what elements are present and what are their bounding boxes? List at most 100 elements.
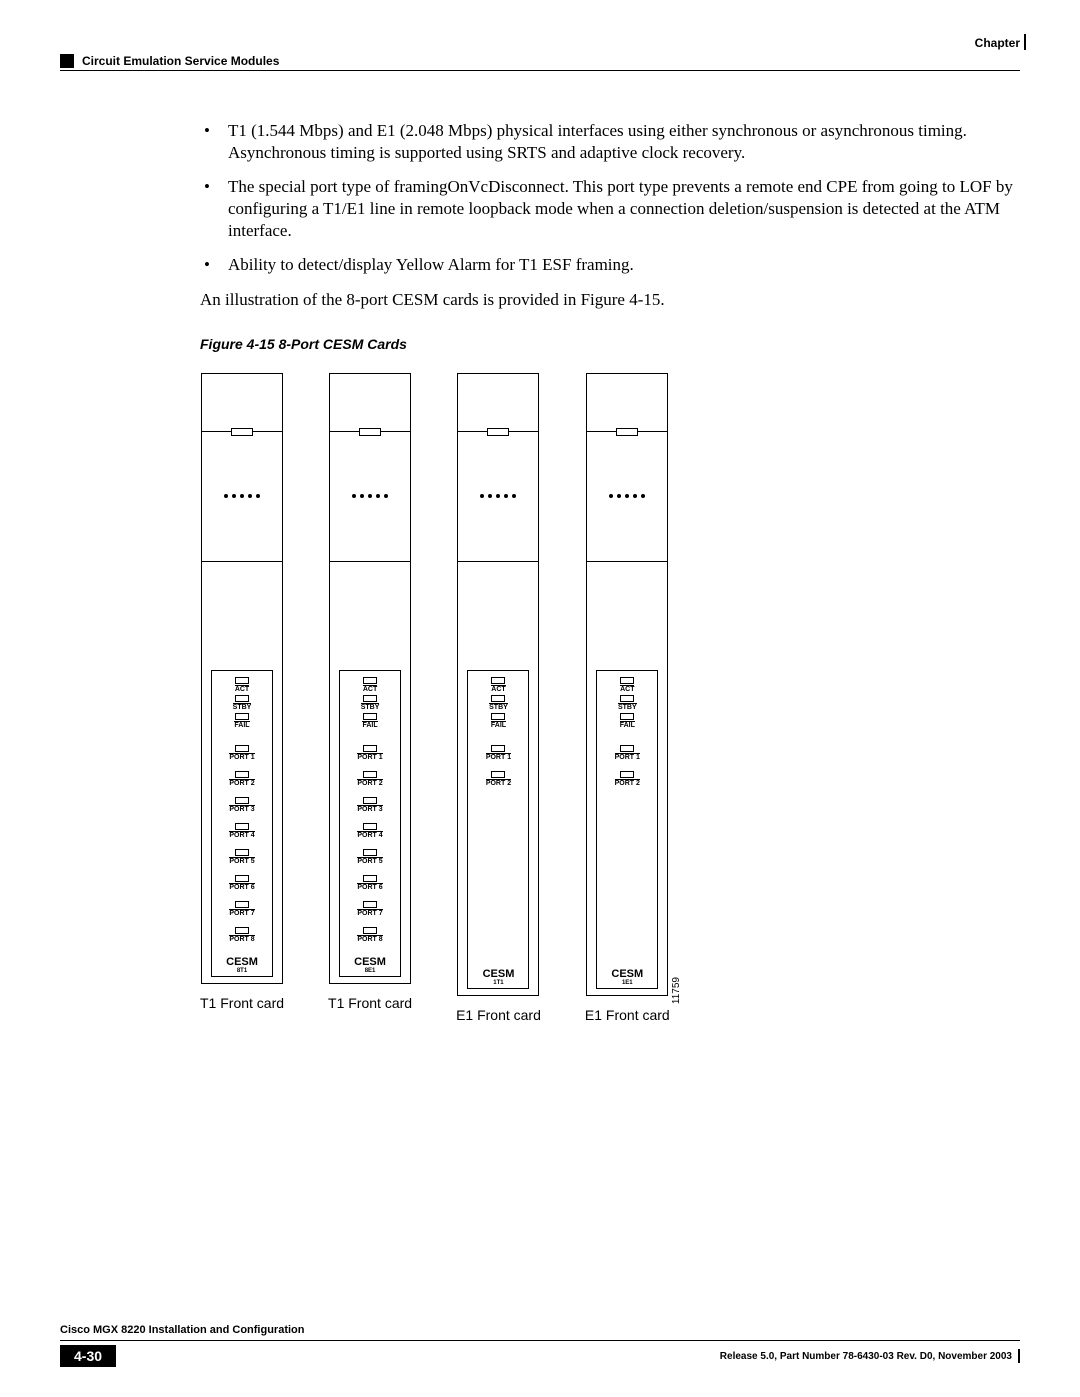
- port-led-item: PORT 5: [229, 849, 254, 865]
- led-icon: [363, 745, 377, 752]
- led-icon: [235, 745, 249, 752]
- port-label: PORT 3: [357, 805, 382, 813]
- led-icon: [235, 677, 249, 684]
- dot-icon: [232, 494, 236, 498]
- port-led-item: PORT 7: [357, 901, 382, 917]
- dot-icon: [504, 494, 508, 498]
- card-inner: ACTSTBYFAILPORT 1PORT 2PORT 3PORT 4PORT …: [339, 670, 401, 977]
- led-icon: [235, 695, 249, 702]
- led-icon: [363, 901, 377, 908]
- status-led-group: ACTSTBYFAIL: [618, 677, 637, 731]
- led-icon: [363, 695, 377, 702]
- led-icon: [363, 927, 377, 934]
- card-dots: [202, 432, 282, 562]
- led-icon: [620, 713, 634, 720]
- card-top: [458, 374, 538, 432]
- card-name: CESM1T1: [483, 969, 515, 986]
- port-led-item: PORT 6: [357, 875, 382, 891]
- card-top: [330, 374, 410, 432]
- port-label: PORT 4: [357, 831, 382, 839]
- port-led-item: PORT 1: [229, 745, 254, 761]
- led-label: STBY: [233, 703, 252, 711]
- cesm-card: ACTSTBYFAILPORT 1PORT 2CESM1E1: [586, 373, 668, 996]
- cesm-card: ACTSTBYFAILPORT 1PORT 2PORT 3PORT 4PORT …: [329, 373, 411, 984]
- led-label: ACT: [491, 685, 505, 693]
- port-label: PORT 6: [357, 883, 382, 891]
- dot-icon: [352, 494, 356, 498]
- dot-icon: [384, 494, 388, 498]
- footer-rule: [60, 1340, 1020, 1341]
- led-icon: [363, 823, 377, 830]
- led-icon: [235, 797, 249, 804]
- page-footer: Cisco MGX 8220 Installation and Configur…: [60, 1324, 1020, 1367]
- card-dots: [458, 432, 538, 562]
- status-led-item: STBY: [233, 695, 252, 711]
- led-icon: [363, 713, 377, 720]
- dot-icon: [641, 494, 645, 498]
- led-icon: [363, 875, 377, 882]
- section-title: Circuit Emulation Service Modules: [82, 54, 279, 68]
- page-header: Circuit Emulation Service Modules Chapte…: [60, 36, 1020, 66]
- card-subtype: 8T1: [226, 968, 258, 974]
- port-led-item: PORT 1: [357, 745, 382, 761]
- release-info: Release 5.0, Part Number 78-6430-03 Rev.…: [720, 1351, 1012, 1362]
- led-icon: [491, 713, 505, 720]
- port-led-item: PORT 2: [486, 771, 511, 787]
- led-label: ACT: [235, 685, 249, 693]
- bullet-item: T1 (1.544 Mbps) and E1 (2.048 Mbps) phys…: [228, 120, 1020, 164]
- port-led-item: PORT 6: [229, 875, 254, 891]
- card-subtype: 1T1: [483, 980, 515, 986]
- led-icon: [620, 677, 634, 684]
- dot-icon: [617, 494, 621, 498]
- status-led-item: FAIL: [362, 713, 377, 729]
- port-led-item: PORT 3: [229, 797, 254, 813]
- port-label: PORT 7: [229, 909, 254, 917]
- port-led-item: PORT 5: [357, 849, 382, 865]
- chapter-label: Chapter: [975, 36, 1020, 50]
- dot-icon: [480, 494, 484, 498]
- port-led-item: PORT 8: [229, 927, 254, 943]
- led-icon: [491, 771, 505, 778]
- dot-icon: [376, 494, 380, 498]
- port-label: PORT 2: [357, 779, 382, 787]
- port-led-item: PORT 7: [229, 901, 254, 917]
- led-icon: [491, 677, 505, 684]
- port-label: PORT 2: [486, 779, 511, 787]
- cesm-card: ACTSTBYFAILPORT 1PORT 2PORT 3PORT 4PORT …: [201, 373, 283, 984]
- cesm-card: ACTSTBYFAILPORT 1PORT 2CESM1T1: [457, 373, 539, 996]
- port-label: PORT 1: [615, 753, 640, 761]
- bullet-item: The special port type of framingOnVcDisc…: [228, 176, 1020, 242]
- figure-id: 11759: [670, 977, 683, 1004]
- port-label: PORT 8: [357, 935, 382, 943]
- status-led-item: FAIL: [234, 713, 249, 729]
- led-icon: [620, 695, 634, 702]
- card-unit: ACTSTBYFAILPORT 1PORT 2PORT 3PORT 4PORT …: [328, 373, 412, 1012]
- card-caption: T1 Front card: [200, 994, 284, 1012]
- port-led-item: PORT 2: [615, 771, 640, 787]
- led-label: STBY: [361, 703, 380, 711]
- status-led-item: FAIL: [620, 713, 635, 729]
- dot-icon: [488, 494, 492, 498]
- port-label: PORT 5: [229, 857, 254, 865]
- port-led-item: PORT 2: [357, 771, 382, 787]
- page-content: T1 (1.544 Mbps) and E1 (2.048 Mbps) phys…: [200, 120, 1020, 1024]
- status-led-item: FAIL: [491, 713, 506, 729]
- footer-bar-icon: [1018, 1349, 1020, 1363]
- port-label: PORT 3: [229, 805, 254, 813]
- status-led-item: ACT: [491, 677, 505, 693]
- port-label: PORT 6: [229, 883, 254, 891]
- connector-icon: [231, 428, 253, 436]
- connector-icon: [487, 428, 509, 436]
- dot-icon: [609, 494, 613, 498]
- led-icon: [235, 823, 249, 830]
- port-led-item: PORT 1: [486, 745, 511, 761]
- led-label: STBY: [618, 703, 637, 711]
- led-label: FAIL: [620, 721, 635, 729]
- paragraph: An illustration of the 8-port CESM cards…: [200, 289, 1020, 311]
- led-icon: [491, 745, 505, 752]
- page-number: 4-30: [60, 1345, 116, 1367]
- card-name: CESM8T1: [226, 957, 258, 974]
- status-led-group: ACT STBY FAIL: [233, 677, 252, 731]
- led-icon: [235, 901, 249, 908]
- led-icon: [491, 695, 505, 702]
